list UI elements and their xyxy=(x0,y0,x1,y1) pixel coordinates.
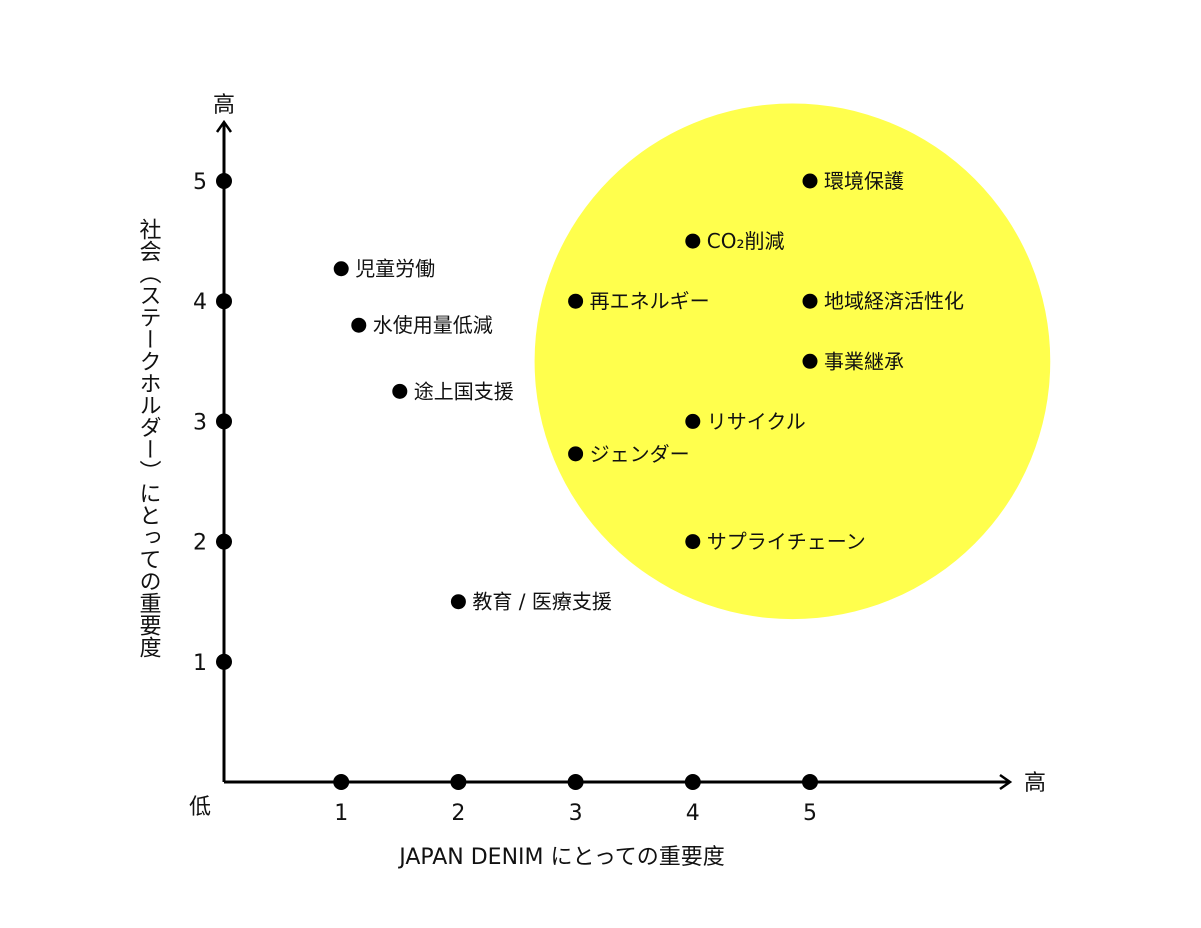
x-tick-label: 2 xyxy=(451,801,465,826)
tick-layer: 1 2 3 4 5 1 2 3 4 5 xyxy=(193,170,818,826)
y-tick-label: 2 xyxy=(193,531,207,556)
data-point-label: 環境保護 xyxy=(824,169,904,193)
x-tick-label: 5 xyxy=(803,801,817,826)
data-point-label: 教育 / 医療支援 xyxy=(472,590,611,614)
highlight-layer xyxy=(534,103,1051,620)
data-point-marker xyxy=(568,446,584,462)
data-point-marker xyxy=(351,317,367,333)
x-tick-marker xyxy=(450,774,467,790)
y-tick-label: 1 xyxy=(193,651,207,676)
data-point-marker xyxy=(333,261,349,277)
x-axis-high-label: 高 xyxy=(1024,771,1046,796)
data-point-label: 再エネルギー xyxy=(590,289,710,313)
x-tick-label: 4 xyxy=(686,801,700,826)
y-axis-high-label: 高 xyxy=(213,93,235,118)
data-point-label: ジェンダー xyxy=(590,442,690,466)
x-tick-label: 3 xyxy=(569,801,583,826)
data-point-marker xyxy=(685,413,701,429)
axis-layer xyxy=(215,119,1013,791)
data-point-label: リサイクル xyxy=(707,409,806,433)
data-point-marker xyxy=(685,233,701,249)
y-tick-marker xyxy=(216,173,232,189)
x-tick-marker xyxy=(567,774,584,790)
data-point-label: 地域経済活性化 xyxy=(824,289,964,313)
data-point-marker xyxy=(392,383,408,399)
y-axis-title: 社会（ステークホルダー）にとっての重要度 xyxy=(136,218,162,658)
data-point-marker xyxy=(568,293,584,309)
y-tick-marker xyxy=(216,413,232,430)
data-point-label: 途上国支援 xyxy=(414,379,514,403)
x-tick-marker xyxy=(684,774,701,790)
data-point-label: サプライチェーン xyxy=(707,530,866,554)
y-tick-marker xyxy=(216,293,232,310)
origin-low-label: 低 xyxy=(189,795,211,820)
data-point-label: 事業継承 xyxy=(824,349,904,373)
data-point-marker xyxy=(802,173,818,189)
y-tick-marker xyxy=(216,533,232,550)
data-point-label: 児童労働 xyxy=(355,257,435,281)
y-tick-label: 3 xyxy=(193,410,207,435)
data-point-marker xyxy=(802,353,818,369)
point-layer xyxy=(333,173,818,610)
data-point-marker xyxy=(802,293,818,309)
y-tick-label: 4 xyxy=(193,290,207,315)
x-axis-arrowhead xyxy=(999,773,1013,791)
x-tick-marker xyxy=(333,774,350,790)
data-point-label: CO₂削減 xyxy=(707,229,785,253)
x-tick-marker xyxy=(802,774,818,790)
data-point-marker xyxy=(685,534,701,550)
x-axis-title: JAPAN DENIM にとっての重要度 xyxy=(397,845,725,870)
y-tick-label: 5 xyxy=(193,170,207,195)
data-point-marker xyxy=(450,594,466,610)
y-axis-arrowhead xyxy=(215,119,233,133)
x-tick-label: 1 xyxy=(334,801,348,826)
highlight-circle xyxy=(534,103,1051,620)
data-point-label: 水使用量低減 xyxy=(373,313,493,337)
y-tick-marker xyxy=(216,653,232,670)
